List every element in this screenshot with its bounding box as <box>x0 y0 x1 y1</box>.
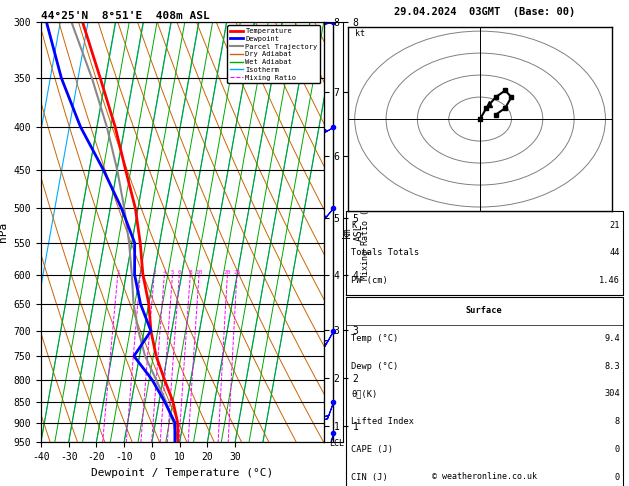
Text: 0: 0 <box>615 472 620 482</box>
Text: Dewp (°C): Dewp (°C) <box>351 362 399 371</box>
Text: 21: 21 <box>610 221 620 230</box>
Text: θᴇ(K): θᴇ(K) <box>351 389 377 399</box>
Text: 9.4: 9.4 <box>604 334 620 343</box>
Y-axis label: Mixing Ratio (g/kg): Mixing Ratio (g/kg) <box>361 185 370 279</box>
Text: 20: 20 <box>224 270 231 275</box>
Legend: Temperature, Dewpoint, Parcel Trajectory, Dry Adiabat, Wet Adiabat, Isotherm, Mi: Temperature, Dewpoint, Parcel Trajectory… <box>227 25 320 83</box>
Text: Temp (°C): Temp (°C) <box>351 334 399 343</box>
Text: LCL: LCL <box>330 438 345 448</box>
Text: 2: 2 <box>138 270 142 275</box>
Text: 304: 304 <box>604 389 620 399</box>
Text: PW (cm): PW (cm) <box>351 276 388 285</box>
Text: 1.46: 1.46 <box>599 276 620 285</box>
Text: Lifted Index: Lifted Index <box>351 417 415 426</box>
Text: 1: 1 <box>116 270 120 275</box>
Text: 8: 8 <box>615 417 620 426</box>
Text: 6: 6 <box>177 270 181 275</box>
Text: 8.3: 8.3 <box>604 362 620 371</box>
Text: Surface: Surface <box>466 306 503 315</box>
Text: K: K <box>351 221 357 230</box>
Text: CAPE (J): CAPE (J) <box>351 445 393 454</box>
Text: 44: 44 <box>610 248 620 258</box>
Text: 25: 25 <box>233 270 241 275</box>
Text: 8: 8 <box>189 270 192 275</box>
Text: 3: 3 <box>152 270 156 275</box>
Text: 0: 0 <box>615 445 620 454</box>
Text: 5: 5 <box>170 270 174 275</box>
Text: CIN (J): CIN (J) <box>351 472 388 482</box>
Text: © weatheronline.co.uk: © weatheronline.co.uk <box>432 472 537 481</box>
X-axis label: Dewpoint / Temperature (°C): Dewpoint / Temperature (°C) <box>91 468 274 478</box>
Y-axis label: hPa: hPa <box>0 222 8 242</box>
Y-axis label: km
ASL: km ASL <box>342 223 364 241</box>
Text: 10: 10 <box>195 270 203 275</box>
Text: 4: 4 <box>162 270 166 275</box>
Text: 44°25'N  8°51'E  408m ASL: 44°25'N 8°51'E 408m ASL <box>41 11 209 21</box>
Text: kt: kt <box>355 29 365 37</box>
Text: Totals Totals: Totals Totals <box>351 248 420 258</box>
Text: 29.04.2024  03GMT  (Base: 00): 29.04.2024 03GMT (Base: 00) <box>394 7 575 17</box>
